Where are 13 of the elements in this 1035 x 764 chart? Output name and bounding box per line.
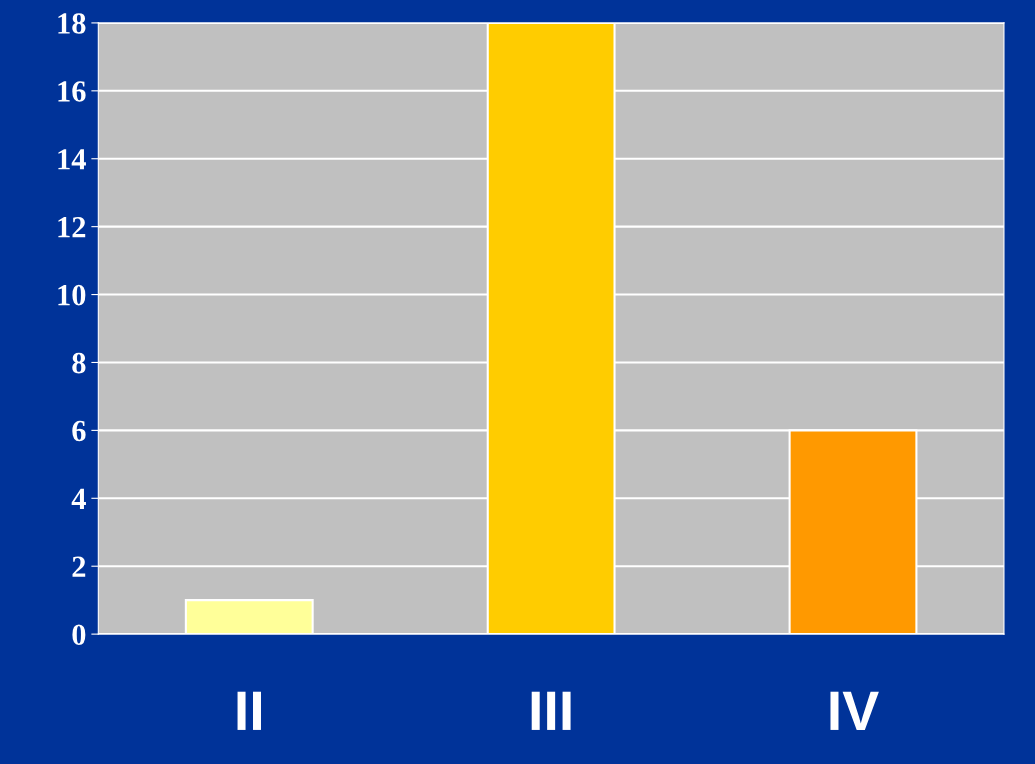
y-tick-label: 2 [72,556,86,577]
x-tick-label: III [531,691,571,730]
y-tick-label: 4 [71,488,86,509]
x-tick-label: II [237,691,261,730]
y-tick-label: 16 [58,81,86,102]
y-tick-label: 14 [58,149,86,170]
y-tick-label: 6 [72,420,86,442]
y-tick-label: 0 [72,624,86,646]
y-tick-label: 12 [58,217,86,238]
y-tick-label: 8 [72,352,86,374]
y-tick-label: 18 [58,13,86,34]
y-tick-label: 10 [58,284,86,306]
x-tick-label: IV [830,691,879,730]
